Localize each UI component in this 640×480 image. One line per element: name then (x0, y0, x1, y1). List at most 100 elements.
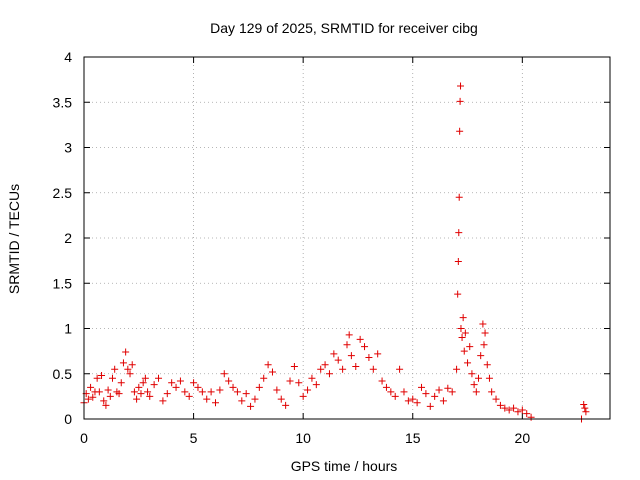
data-point (396, 365, 404, 373)
data-point (98, 372, 106, 380)
data-point (119, 359, 127, 367)
x-tick-label: 15 (405, 430, 421, 446)
data-point (225, 377, 233, 385)
data-point (321, 361, 329, 369)
data-point (124, 365, 132, 373)
y-axis-title: SRMTID / TECUs (6, 184, 22, 294)
data-point (115, 390, 123, 398)
grid (84, 57, 610, 419)
data-point (190, 379, 198, 387)
y-tick-label: 1 (64, 321, 72, 337)
data-point (374, 350, 382, 358)
data-point (454, 258, 462, 266)
data-point (483, 361, 491, 369)
data-point (400, 388, 408, 396)
y-tick-label: 3.5 (53, 94, 73, 110)
data-point (273, 386, 281, 394)
y-tick-label: 4 (64, 49, 72, 65)
data-point (128, 361, 136, 369)
data-point (198, 388, 206, 396)
y-tick-label: 1.5 (53, 275, 73, 291)
data-point (268, 368, 276, 376)
data-point (238, 397, 246, 405)
data-point (444, 384, 452, 392)
data-point (229, 383, 237, 391)
data-point (212, 399, 219, 407)
data-point (255, 383, 263, 391)
data-point (334, 356, 342, 364)
x-axis: 0 5 10 15 20 (80, 57, 530, 446)
data-point (391, 392, 399, 400)
data-point (181, 388, 189, 396)
data-point (479, 320, 487, 328)
data-point (422, 390, 430, 398)
data-point (455, 229, 463, 237)
data-point (356, 335, 364, 343)
data-point (304, 386, 312, 394)
data-point (251, 395, 259, 403)
data-point (93, 374, 101, 382)
data-point (492, 395, 500, 403)
data-point (308, 374, 316, 382)
data-point (343, 341, 351, 349)
data-point (501, 404, 509, 412)
data-point (286, 377, 294, 385)
data-point (130, 388, 138, 396)
data-point (418, 383, 426, 391)
data-point (470, 381, 478, 389)
data-point (108, 374, 116, 382)
data-point (477, 352, 485, 360)
y-tick-label: 2.5 (53, 185, 73, 201)
y-tick-label: 3 (64, 140, 72, 156)
data-point (387, 388, 395, 396)
x-tick-label: 10 (295, 430, 311, 446)
data-point (413, 399, 421, 407)
data-point (523, 410, 531, 418)
data-point (141, 374, 149, 382)
data-point (282, 401, 290, 409)
data-point (460, 347, 468, 355)
data-point (457, 82, 465, 90)
data-point (472, 388, 480, 396)
data-point (172, 383, 180, 391)
data-point (365, 353, 373, 361)
data-point (582, 408, 590, 416)
data-point (458, 334, 466, 342)
data-point (461, 329, 469, 337)
y-tick-label: 0.5 (53, 366, 73, 382)
data-point (133, 395, 141, 403)
plot-frame (83, 56, 611, 420)
data-point (277, 395, 285, 403)
data-point (185, 392, 193, 400)
data-point (514, 408, 522, 416)
data-point (456, 127, 464, 135)
data-point (137, 390, 145, 398)
data-point (102, 401, 110, 409)
data-point (581, 404, 589, 412)
data-point (150, 381, 158, 389)
data-point (216, 386, 224, 394)
data-point (242, 390, 250, 398)
data-point (159, 397, 167, 405)
data-point (485, 374, 493, 382)
data-point (580, 401, 588, 409)
data-point (518, 406, 526, 414)
data-point (464, 359, 472, 367)
data-point (117, 379, 125, 387)
data-point (510, 404, 518, 412)
x-tick-label: 20 (515, 430, 531, 446)
data-point (454, 290, 462, 298)
data-point (459, 314, 467, 322)
data-point (220, 370, 228, 378)
data-point (135, 383, 143, 391)
data-point (505, 406, 513, 414)
data-point (325, 370, 333, 378)
data-point (203, 395, 211, 403)
data-point (347, 352, 355, 360)
data-point (84, 395, 92, 403)
data-point (89, 393, 97, 401)
data-point (168, 379, 176, 387)
data-point (111, 365, 119, 373)
data-point (345, 331, 353, 339)
data-point (295, 379, 303, 387)
